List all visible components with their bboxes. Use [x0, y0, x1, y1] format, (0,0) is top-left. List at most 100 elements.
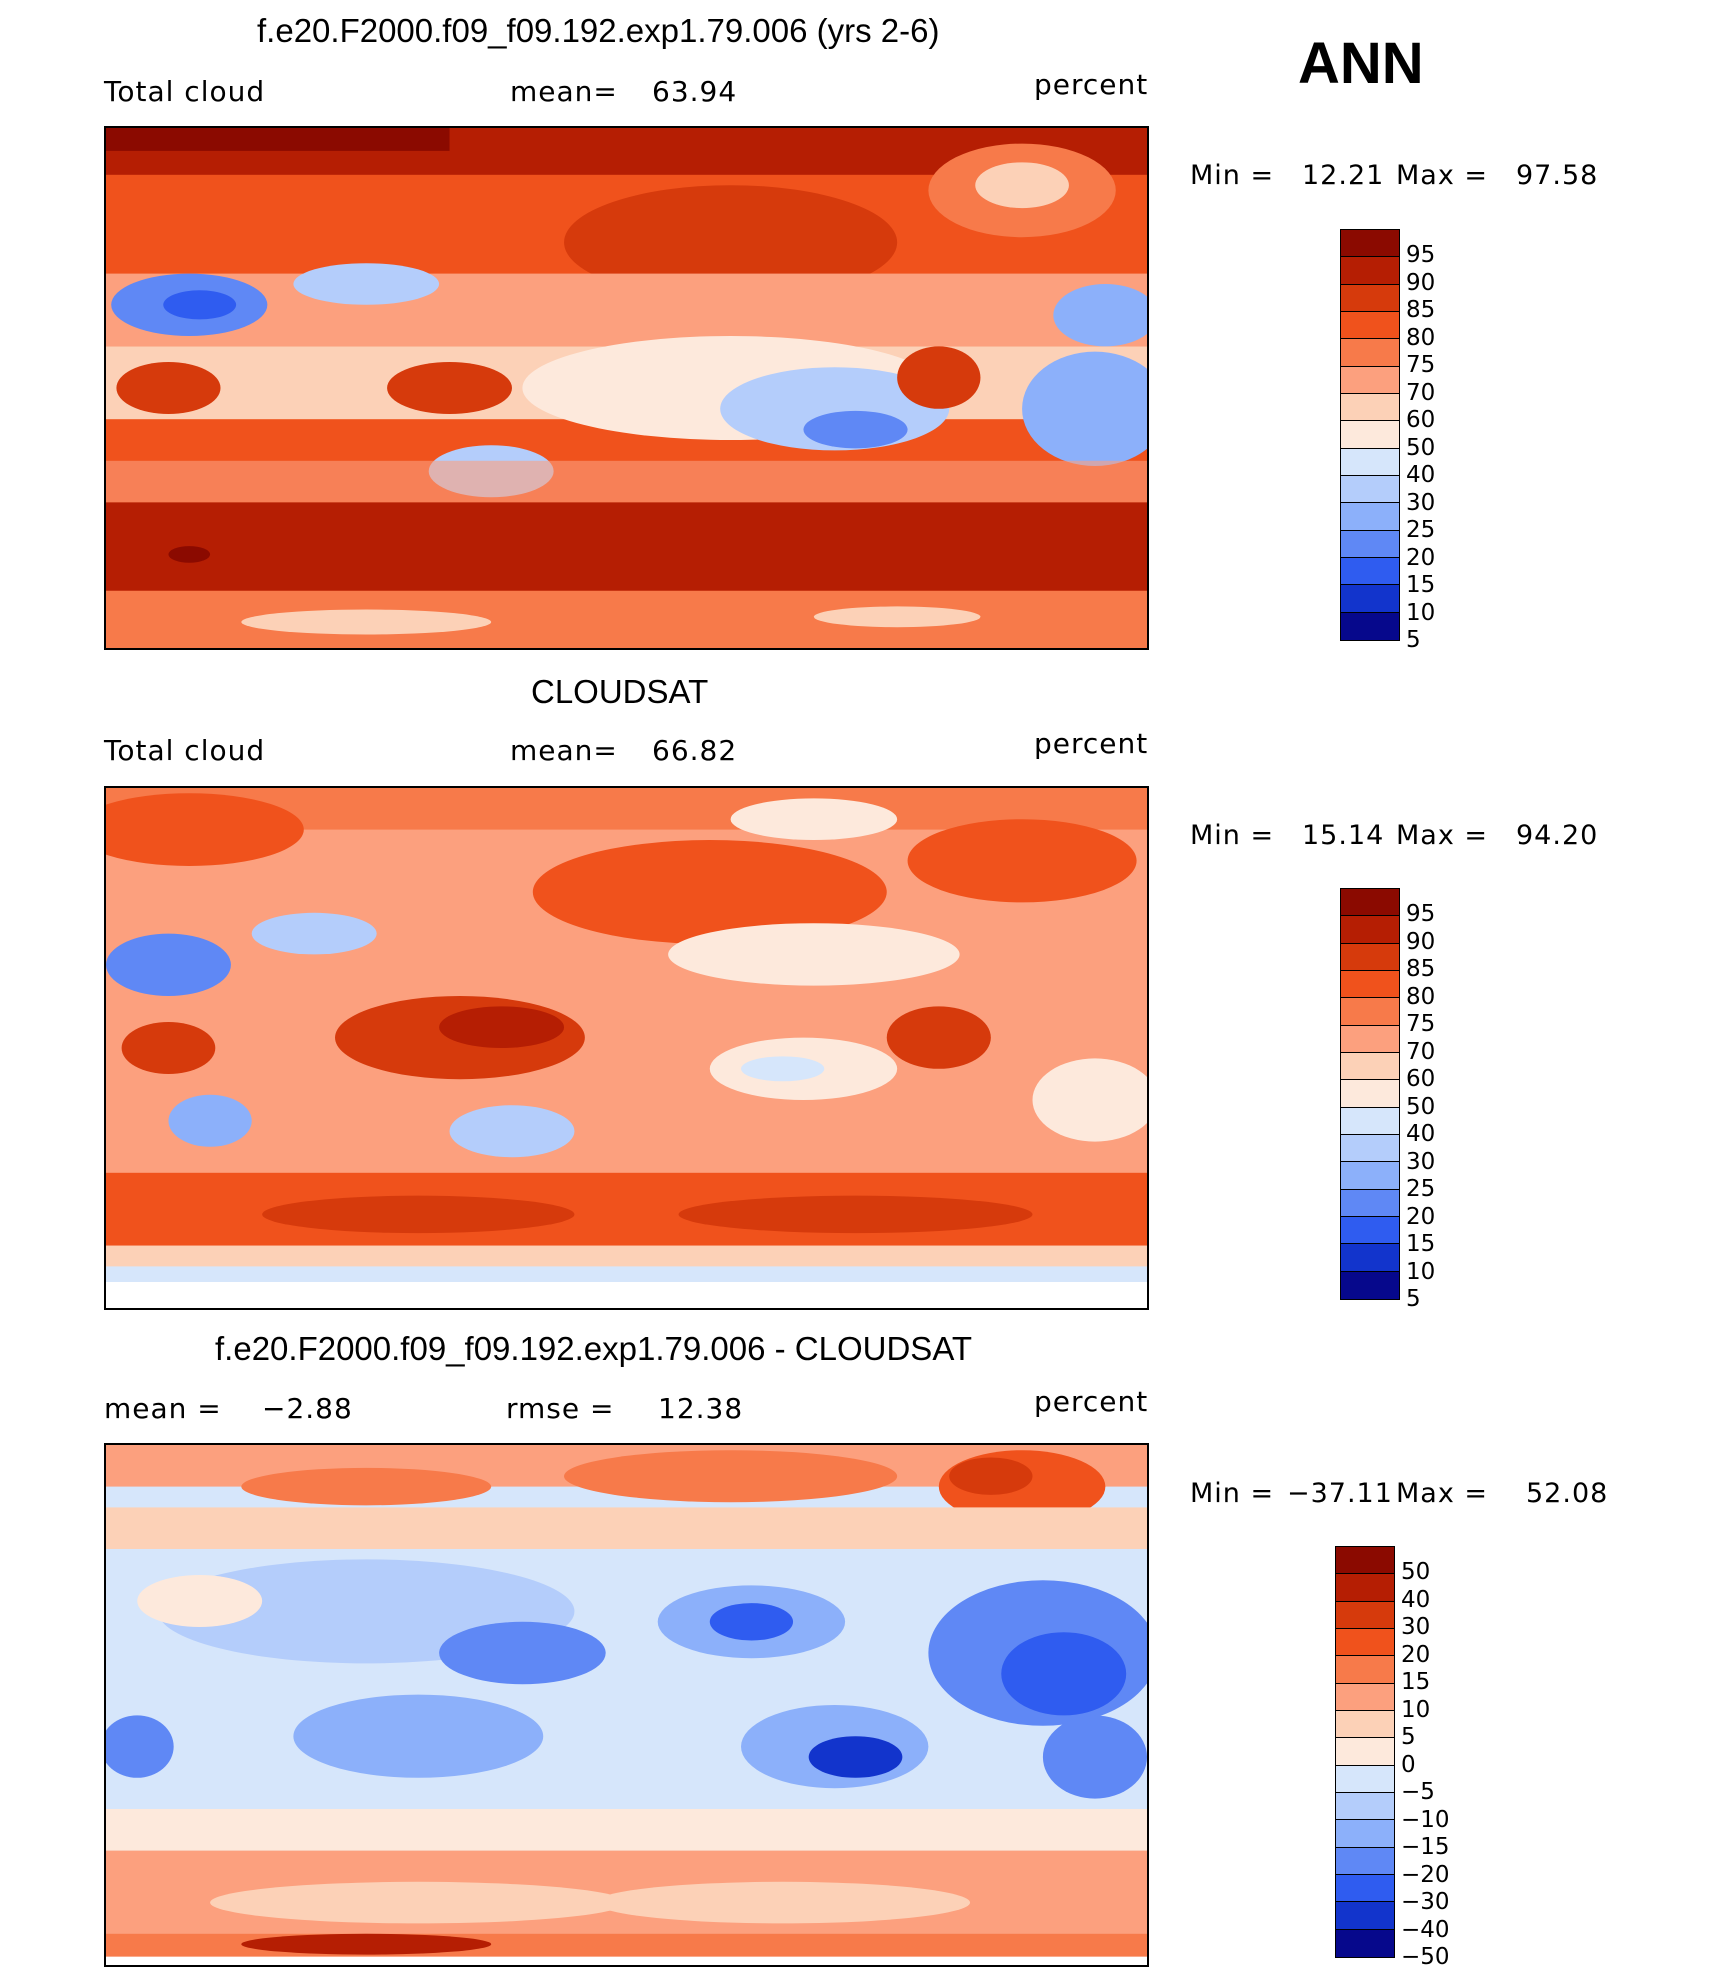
- colorbar-tick-label: −40: [1401, 1916, 1450, 1943]
- colorbar-swatch: [1341, 612, 1399, 640]
- panel2-min-label: Min =: [1190, 820, 1275, 851]
- colorbar-swatch: [1341, 1189, 1399, 1217]
- colorbar-swatch: [1336, 1683, 1394, 1711]
- colorbar-tick-label: 25: [1406, 1176, 1436, 1203]
- colorbar-swatch: [1341, 393, 1399, 422]
- colorbar-swatch: [1341, 421, 1399, 449]
- panel2-mean-label: mean=: [510, 734, 618, 767]
- colorbar-tick-label: 30: [1401, 1614, 1431, 1641]
- panel3-min-label: Min =: [1190, 1478, 1275, 1509]
- colorbar-swatch: [1336, 1847, 1394, 1875]
- colorbar-tick-label: −10: [1401, 1806, 1450, 1833]
- colorbar-swatch: [1341, 943, 1399, 971]
- panel3-rmse-value: 12.38: [658, 1392, 744, 1425]
- colorbar-swatch: [1341, 311, 1399, 340]
- panel1-mean-label: mean=: [510, 75, 618, 108]
- colorbar-swatch: [1341, 970, 1399, 999]
- panel2-map: [104, 786, 1149, 1310]
- panel3-title: f.e20.F2000.f09_f09.192.exp1.79.006 - CL…: [215, 1330, 973, 1367]
- colorbar-swatch: [1336, 1929, 1394, 1957]
- colorbar-swatch: [1341, 339, 1399, 367]
- colorbar-tick-label: −5: [1401, 1779, 1435, 1806]
- colorbar-tick-label: 50: [1406, 434, 1436, 461]
- colorbar-swatch: [1341, 1107, 1399, 1135]
- colorbar-swatch: [1341, 1025, 1399, 1053]
- panel1-max-label: Max =: [1396, 160, 1489, 191]
- colorbar-tick-label: 10: [1401, 1696, 1431, 1723]
- colorbar-swatch: [1336, 1656, 1394, 1684]
- panel1-units: percent: [1034, 68, 1149, 101]
- colorbar-tick-label: 90: [1406, 269, 1436, 296]
- colorbar-tick-label: −20: [1401, 1861, 1450, 1888]
- colorbar-swatch: [1341, 503, 1399, 531]
- panel2-title: CLOUDSAT: [531, 673, 709, 710]
- colorbar-swatch: [1341, 1134, 1399, 1163]
- colorbar-tick-label: 75: [1406, 352, 1436, 379]
- panel3-max-value: 52.08: [1526, 1478, 1609, 1509]
- colorbar-swatch: [1341, 1216, 1399, 1245]
- colorbar-swatch: [1336, 1547, 1394, 1575]
- panel3-mean-value: −2.88: [262, 1392, 353, 1425]
- panel2-variable-label: Total cloud: [104, 734, 266, 767]
- panel2-contour-field: [106, 788, 1147, 1308]
- colorbar-swatch: [1341, 1052, 1399, 1081]
- colorbar-swatch: [1336, 1874, 1394, 1903]
- colorbar-tick-label: 95: [1406, 901, 1436, 928]
- colorbar-swatch: [1336, 1601, 1394, 1629]
- panel3-min-value: −37.11: [1287, 1478, 1393, 1509]
- panel1-title: f.e20.F2000.f09_f09.192.exp1.79.006 (yrs…: [257, 12, 940, 49]
- panel3-map: [104, 1443, 1149, 1967]
- colorbar-swatch: [1336, 1820, 1394, 1848]
- colorbar-tick-label: 10: [1406, 599, 1436, 626]
- colorbar-tick-label: 25: [1406, 517, 1436, 544]
- colorbar-swatch: [1341, 916, 1399, 944]
- panel1-variable-label: Total cloud: [104, 75, 266, 108]
- panel3-rmse-label: rmse =: [506, 1392, 615, 1425]
- panel3-colorbar: [1335, 1546, 1395, 1958]
- colorbar-swatch: [1336, 1902, 1394, 1930]
- panel2-min-value: 15.14: [1302, 820, 1385, 851]
- colorbar-swatch: [1341, 257, 1399, 285]
- panel2-max-value: 94.20: [1516, 820, 1599, 851]
- colorbar-tick-label: 10: [1406, 1258, 1436, 1285]
- colorbar-swatch: [1341, 1162, 1399, 1190]
- colorbar-swatch: [1341, 366, 1399, 394]
- colorbar-tick-label: 5: [1401, 1724, 1416, 1751]
- colorbar-swatch: [1336, 1765, 1394, 1793]
- colorbar-tick-label: 60: [1406, 407, 1436, 434]
- colorbar-tick-label: 80: [1406, 324, 1436, 351]
- panel2-colorbar: [1340, 888, 1400, 1300]
- colorbar-tick-label: 85: [1406, 297, 1436, 324]
- panel3-max-label: Max =: [1396, 1478, 1489, 1509]
- colorbar-swatch: [1341, 1080, 1399, 1108]
- panel1-max-value: 97.58: [1516, 160, 1599, 191]
- colorbar-tick-label: 70: [1406, 379, 1436, 406]
- colorbar-tick-label: 20: [1406, 1203, 1436, 1230]
- colorbar-tick-label: 30: [1406, 489, 1436, 516]
- colorbar-tick-label: 15: [1406, 1231, 1436, 1258]
- panel2-units: percent: [1034, 727, 1149, 760]
- panel2-max-label: Max =: [1396, 820, 1489, 851]
- colorbar-tick-label: 40: [1406, 462, 1436, 489]
- colorbar-tick-label: 95: [1406, 242, 1436, 269]
- colorbar-swatch: [1341, 557, 1399, 586]
- panel1-mean-value: 63.94: [652, 75, 738, 108]
- colorbar-tick-label: −50: [1401, 1944, 1450, 1970]
- colorbar-tick-label: 80: [1406, 983, 1436, 1010]
- panel1-colorbar: [1340, 229, 1400, 641]
- colorbar-tick-label: 60: [1406, 1066, 1436, 1093]
- colorbar-tick-label: −15: [1401, 1834, 1450, 1861]
- colorbar-swatch: [1336, 1738, 1394, 1766]
- colorbar-swatch: [1341, 998, 1399, 1026]
- colorbar-tick-label: 0: [1401, 1751, 1416, 1778]
- colorbar-swatch: [1341, 230, 1399, 258]
- colorbar-swatch: [1341, 1271, 1399, 1299]
- colorbar-tick-label: 15: [1406, 572, 1436, 599]
- colorbar-tick-label: −30: [1401, 1889, 1450, 1916]
- colorbar-tick-label: 40: [1401, 1586, 1431, 1613]
- colorbar-swatch: [1336, 1710, 1394, 1739]
- colorbar-swatch: [1336, 1792, 1394, 1821]
- colorbar-tick-label: 5: [1406, 627, 1421, 653]
- colorbar-swatch: [1341, 448, 1399, 476]
- colorbar-tick-label: 85: [1406, 956, 1436, 983]
